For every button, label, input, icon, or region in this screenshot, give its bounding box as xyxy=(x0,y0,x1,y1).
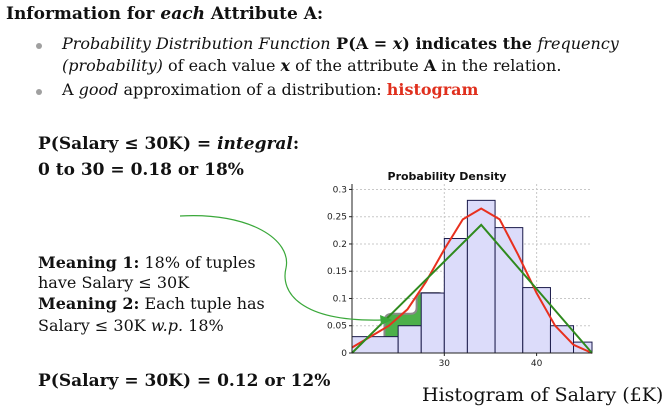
y-tick-label: 0.05 xyxy=(327,322,347,332)
series-line xyxy=(351,223,593,354)
point-probability: P(Salary = 30K) = 0.12 or 12% xyxy=(38,371,331,391)
histogram-bar xyxy=(466,199,496,354)
bullet-histogram: A good approximation of a distribution: … xyxy=(62,80,479,99)
y-tick-label: 0.2 xyxy=(333,240,347,250)
heading: Information for each Attribute A: xyxy=(6,4,324,24)
y-tick-label: 0.25 xyxy=(327,213,347,223)
integral-line1: P(Salary ≤ 30K) = integral: xyxy=(38,134,300,154)
bullet-pdf-line1: Probability Distribution Function P(A = … xyxy=(62,34,619,53)
histogram-bar xyxy=(420,292,445,354)
meaning1-line1: Meaning 1: 18% of tuples xyxy=(38,253,256,272)
x-tick-label: 30 xyxy=(439,359,451,369)
y-tick-label: 0.1 xyxy=(333,294,347,304)
series-line xyxy=(351,207,593,354)
chart-title: Probability Density xyxy=(388,170,507,183)
x-tick-label: 40 xyxy=(531,359,543,369)
integral-line2: 0 to 30 = 0.18 or 18% xyxy=(38,160,244,180)
bullet-pdf-line2: (probability) of each value x of the att… xyxy=(62,56,562,75)
y-tick-label: 0.15 xyxy=(327,267,347,277)
meaning2-line1: Meaning 2: Each tuple has xyxy=(38,294,265,313)
histogram-bar xyxy=(443,238,468,354)
histogram-bar xyxy=(494,227,524,354)
meaning1-line2: have Salary ≤ 30K xyxy=(38,273,190,292)
y-tick-label: 0.3 xyxy=(333,185,347,195)
pointer-arrow-head xyxy=(380,315,392,325)
histogram-bar xyxy=(522,287,551,354)
y-tick-label: 0 xyxy=(341,349,347,359)
histogram-bar xyxy=(549,325,575,354)
chart-caption: Histogram of Salary (£K) xyxy=(422,384,664,406)
histogram-bar xyxy=(397,325,422,354)
meaning2-line2: Salary ≤ 30K w.p. 18% xyxy=(38,316,224,335)
bullet-dot xyxy=(36,89,42,95)
pointer-arrow-line xyxy=(179,215,383,321)
bullet-dot xyxy=(36,43,42,49)
